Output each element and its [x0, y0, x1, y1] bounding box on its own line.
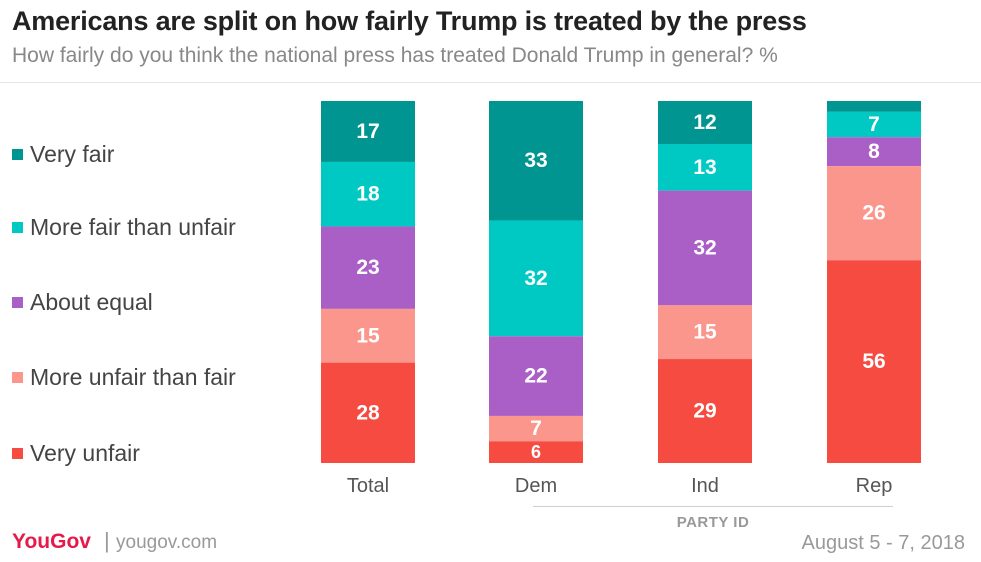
bar-segment-dem-very-unfair: [489, 441, 583, 463]
data-label-ind-about-equal: 32: [693, 236, 716, 259]
legend-label-more-unfair-than-fair: More unfair than fair: [30, 364, 236, 390]
legend-swatch-more-fair-than-unfair: [12, 222, 23, 233]
yougov-logo: YouGov: [12, 530, 91, 553]
bar-segment-total-about-equal: [321, 226, 415, 309]
legend-item-very-unfair: Very unfair: [12, 440, 140, 467]
bar-segment-ind-more-fair-than-unfair: [658, 144, 752, 191]
x-tick-label-rep: Rep: [856, 475, 893, 497]
bar-segment-total-more-fair-than-unfair: [321, 161, 415, 227]
bar-segment-ind-more-unfair-than-fair: [658, 305, 752, 360]
bar-segment-rep-about-equal: [827, 137, 921, 167]
data-label-total-more-fair-than-unfair: 18: [356, 183, 380, 206]
bar-segment-ind-very-unfair: [658, 359, 752, 463]
legend-item-more-fair-than-unfair: More fair than unfair: [12, 214, 236, 241]
bar-segment-total-very-fair: [321, 101, 415, 162]
legend-item-about-equal: About equal: [12, 289, 153, 316]
legend-label-about-equal: About equal: [30, 289, 153, 315]
bar-segment-dem-very-fair: [489, 101, 583, 221]
data-label-total-very-fair: 17: [356, 120, 379, 143]
data-label-rep-more-fair-than-unfair: 7: [868, 113, 880, 136]
legend-item-more-unfair-than-fair: More unfair than fair: [12, 364, 236, 391]
footer-site-link[interactable]: yougov.com: [116, 532, 218, 553]
data-label-dem-more-fair-than-unfair: 32: [524, 267, 547, 290]
chart-title: Americans are split on how fairly Trump …: [12, 6, 807, 36]
x-tick-label-dem: Dem: [515, 475, 557, 497]
data-label-total-more-unfair-than-fair: 15: [356, 324, 380, 347]
legend-swatch-about-equal: [12, 297, 23, 308]
data-label-rep-about-equal: 8: [868, 140, 880, 163]
legend-swatch-very-unfair: [12, 448, 23, 459]
bar-segment-total-very-unfair: [321, 362, 415, 463]
data-label-rep-more-unfair-than-fair: 26: [862, 202, 885, 225]
data-label-dem-very-unfair: 6: [531, 442, 541, 462]
bar-segment-dem-about-equal: [489, 336, 583, 416]
data-label-total-very-unfair: 28: [356, 401, 380, 424]
data-label-dem-very-fair: 33: [524, 149, 547, 172]
chart-subtitle: How fairly do you think the national pre…: [12, 44, 778, 67]
data-label-ind-very-fair: 12: [693, 111, 716, 134]
header-divider: [0, 82, 981, 83]
data-label-dem-more-unfair-than-fair: 7: [530, 417, 542, 440]
bar-segment-dem-more-unfair-than-fair: [489, 415, 583, 442]
x-tick-label-ind: Ind: [691, 475, 719, 497]
bar-segment-rep-very-fair: [827, 101, 921, 112]
legend-label-more-fair-than-unfair: More fair than unfair: [30, 214, 236, 240]
bar-segment-rep-more-unfair-than-fair: [827, 166, 921, 261]
bar-segment-ind-about-equal: [658, 190, 752, 306]
bar-segment-total-more-unfair-than-fair: [321, 308, 415, 363]
bar-segment-dem-more-fair-than-unfair: [489, 220, 583, 337]
data-label-rep-very-unfair: 56: [862, 350, 885, 373]
data-label-ind-more-fair-than-unfair: 13: [693, 156, 716, 179]
legend-label-very-fair: Very fair: [30, 141, 115, 167]
legend-swatch-more-unfair-than-fair: [12, 372, 23, 383]
bar-segment-ind-very-fair: [658, 101, 752, 145]
data-label-total-about-equal: 23: [356, 256, 379, 279]
legend-label-very-unfair: Very unfair: [30, 440, 140, 466]
party-id-group-label: PARTY ID: [676, 514, 750, 531]
data-label-dem-about-equal: 22: [524, 365, 547, 388]
party-id-group-line: [533, 506, 893, 507]
x-tick-label-total: Total: [347, 475, 389, 497]
survey-date: August 5 - 7, 2018: [801, 532, 965, 554]
data-label-ind-more-unfair-than-fair: 15: [693, 321, 717, 344]
data-label-ind-very-unfair: 29: [693, 400, 716, 423]
legend-swatch-very-fair: [12, 149, 23, 160]
bar-segment-rep-very-unfair: [827, 260, 921, 463]
legend-item-very-fair: Very fair: [12, 141, 114, 168]
bar-segment-rep-more-fair-than-unfair: [827, 111, 921, 138]
footer-separator: |: [104, 528, 110, 553]
